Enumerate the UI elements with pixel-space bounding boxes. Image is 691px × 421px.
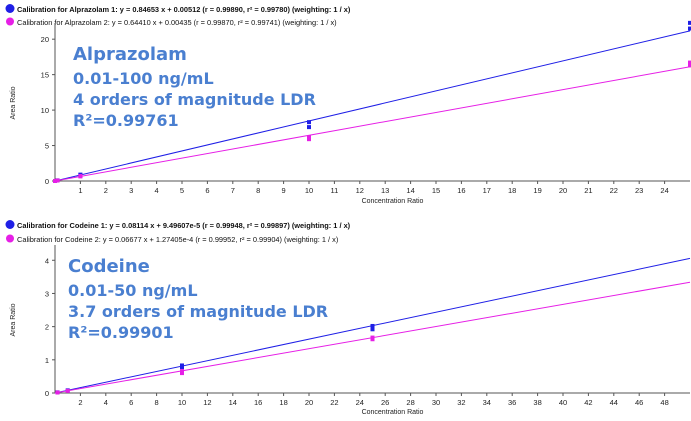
y-tick-label: 2 (45, 323, 49, 332)
x-tick-label: 48 (660, 398, 668, 407)
x-tick-label: 16 (457, 186, 465, 195)
data-point-2 (307, 135, 311, 139)
data-point-2 (78, 174, 82, 178)
data-point-1 (307, 120, 311, 124)
x-tick-label: 8 (256, 186, 260, 195)
legend-entry-2: Calibration for Alprazolam 2: y = 0.6441… (17, 18, 337, 27)
annotation-line-3: 4 orders of magnitude LDR (73, 90, 316, 109)
x-tick-label: 8 (155, 398, 159, 407)
x-tick-label: 16 (254, 398, 262, 407)
x-tick-label: 1 (78, 186, 82, 195)
legend-marker-2 (6, 235, 14, 243)
legend-entry-1: Calibration for Alprazolam 1: y = 0.8465… (17, 5, 351, 14)
legend-marker-1 (6, 220, 15, 229)
x-tick-label: 20 (305, 398, 313, 407)
annotation-line-1: Codeine (68, 256, 150, 277)
x-tick-label: 34 (483, 398, 491, 407)
x-tick-label: 22 (610, 186, 618, 195)
x-tick-label: 21 (584, 186, 592, 195)
annotation-line-1: Alprazolam (73, 44, 187, 65)
annotation-line-2: 0.01-50 ng/mL (68, 281, 198, 300)
x-tick-label: 26 (381, 398, 389, 407)
y-tick-label: 3 (45, 289, 49, 298)
x-tick-label: 14 (229, 398, 237, 407)
chart-panel-1: Calibration for Alprazolam 1: y = 0.8465… (6, 4, 691, 205)
x-tick-label: 10 (178, 398, 186, 407)
legend-entry-2: Calibration for Codeine 2: y = 0.06677 x… (17, 235, 338, 244)
x-tick-label: 4 (104, 398, 108, 407)
data-point-1 (371, 324, 375, 328)
data-point-2 (66, 389, 70, 393)
x-tick-label: 44 (610, 398, 618, 407)
x-tick-label: 12 (356, 186, 364, 195)
x-tick-label: 42 (584, 398, 592, 407)
x-tick-label: 23 (635, 186, 643, 195)
x-tick-label: 22 (330, 398, 338, 407)
x-tick-label: 32 (457, 398, 465, 407)
x-tick-label: 24 (660, 186, 668, 195)
legend-marker-1 (6, 4, 15, 13)
annotation-line-4: R²=0.99761 (73, 111, 179, 130)
x-tick-label: 40 (559, 398, 567, 407)
x-tick-label: 30 (432, 398, 440, 407)
x-tick-label: 24 (356, 398, 364, 407)
y-tick-label: 0 (45, 389, 49, 398)
annotation-line-3: 3.7 orders of magnitude LDR (68, 302, 328, 321)
x-tick-label: 38 (533, 398, 541, 407)
x-tick-label: 18 (279, 398, 287, 407)
x-axis-title: Concentration Ratio (362, 409, 424, 416)
chart-panel-2: Calibration for Codeine 1: y = 0.08114 x… (6, 220, 691, 416)
annotation-line-4: R²=0.99901 (68, 323, 174, 342)
x-axis-title: Concentration Ratio (362, 198, 424, 205)
y-tick-label: 0 (45, 177, 49, 186)
x-tick-label: 14 (406, 186, 414, 195)
legend-marker-2 (6, 18, 14, 26)
x-tick-label: 9 (282, 186, 286, 195)
data-point-2 (371, 336, 375, 340)
y-axis-title: Area Ratio (10, 303, 17, 336)
x-tick-label: 2 (104, 186, 108, 195)
x-tick-label: 18 (508, 186, 516, 195)
y-tick-label: 1 (45, 356, 49, 365)
data-point-1 (180, 363, 184, 367)
data-point-2 (56, 391, 60, 395)
x-tick-label: 20 (559, 186, 567, 195)
x-tick-label: 2 (78, 398, 82, 407)
data-point-2 (180, 369, 184, 373)
y-tick-label: 10 (41, 106, 49, 115)
x-tick-label: 13 (381, 186, 389, 195)
y-tick-label: 4 (45, 256, 49, 265)
x-tick-label: 36 (508, 398, 516, 407)
x-tick-label: 7 (231, 186, 235, 195)
x-tick-label: 5 (180, 186, 184, 195)
y-tick-label: 20 (41, 35, 49, 44)
legend-entry-1: Calibration for Codeine 1: y = 0.08114 x… (17, 221, 351, 230)
x-tick-label: 11 (331, 186, 339, 195)
x-tick-label: 46 (635, 398, 643, 407)
x-tick-label: 19 (533, 186, 541, 195)
x-tick-label: 3 (129, 186, 133, 195)
x-tick-label: 15 (432, 186, 440, 195)
annotation-line-2: 0.01-100 ng/mL (73, 69, 214, 88)
y-tick-label: 15 (41, 71, 49, 80)
x-tick-label: 12 (203, 398, 211, 407)
x-tick-label: 17 (483, 186, 491, 195)
y-axis-title: Area Ratio (10, 86, 17, 119)
data-point-1 (307, 125, 311, 129)
x-tick-label: 10 (305, 186, 313, 195)
x-tick-label: 6 (205, 186, 209, 195)
data-point-2 (56, 179, 60, 183)
x-tick-label: 6 (129, 398, 133, 407)
y-tick-label: 5 (45, 142, 49, 151)
x-tick-label: 28 (406, 398, 414, 407)
x-tick-label: 4 (155, 186, 159, 195)
